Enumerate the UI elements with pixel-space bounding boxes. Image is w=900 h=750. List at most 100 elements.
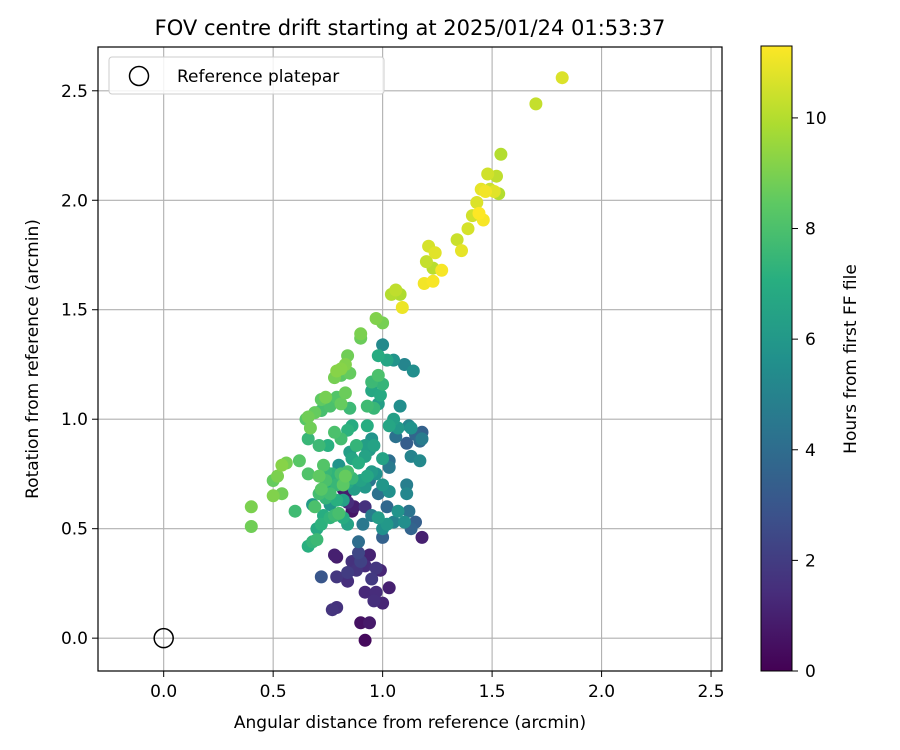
data-point <box>303 421 317 435</box>
legend-marker <box>128 65 150 87</box>
data-point <box>406 364 420 378</box>
colorbar-gradient <box>760 45 793 672</box>
data-point <box>301 432 315 446</box>
data-point <box>312 469 326 483</box>
data-point <box>365 572 379 586</box>
data-point <box>317 458 330 472</box>
data-point <box>363 616 376 630</box>
legend: Reference platepar <box>108 56 385 95</box>
data-point <box>435 263 449 277</box>
data-point <box>395 301 409 314</box>
y-tick-label: 1.5 <box>61 301 88 321</box>
data-point <box>244 520 258 533</box>
data-point <box>275 458 289 472</box>
y-axis-label: Rotation from reference (arcmin) <box>23 219 43 499</box>
data-point <box>393 399 407 413</box>
data-point <box>400 436 414 450</box>
data-point <box>352 456 365 470</box>
data-point <box>481 167 495 181</box>
x-axis-label: Angular distance from reference (arcmin) <box>234 713 586 733</box>
colorbar-label: Hours from first FF file <box>841 264 861 454</box>
y-tick-label: 0.5 <box>61 520 88 540</box>
data-point <box>555 71 569 85</box>
data-point <box>314 482 328 496</box>
data-point <box>301 467 315 481</box>
data-point <box>428 246 442 260</box>
data-point <box>494 147 508 161</box>
data-point <box>376 338 390 352</box>
data-point <box>470 196 484 209</box>
data-point <box>373 388 387 402</box>
data-point <box>312 439 326 452</box>
data-point <box>352 535 365 549</box>
data-point <box>419 255 433 269</box>
data-point <box>380 500 394 514</box>
data-point <box>426 274 440 288</box>
data-point <box>341 566 355 579</box>
data-point <box>415 432 429 446</box>
data-point <box>319 390 333 404</box>
colorbar-tick-label: 0 <box>805 662 816 682</box>
colorbar-tick-label: 6 <box>805 330 816 350</box>
legend-label: Reference platepar <box>177 67 339 87</box>
data-point <box>450 233 464 247</box>
data-point <box>334 397 348 411</box>
legend-box <box>108 56 385 95</box>
data-point <box>328 548 341 562</box>
data-point <box>382 419 396 433</box>
data-point <box>398 515 411 529</box>
y-axis-ticks: 0.0 0.5 1.0 1.5 2.0 2.5 <box>61 82 98 649</box>
y-tick-label: 2.5 <box>61 82 88 102</box>
data-point <box>360 419 374 433</box>
x-tick-label: 1.0 <box>369 682 396 702</box>
data-point <box>367 594 381 608</box>
data-point <box>529 97 543 111</box>
data-point <box>330 364 344 378</box>
data-point <box>367 439 381 452</box>
data-point <box>338 386 352 400</box>
data-point <box>415 530 429 544</box>
data-point <box>404 421 418 435</box>
data-point <box>244 500 258 514</box>
plot-frame <box>97 46 723 672</box>
data-point <box>479 185 492 198</box>
data-point <box>266 489 280 503</box>
data-point <box>338 469 352 483</box>
data-point <box>376 452 390 466</box>
data-point <box>310 533 324 547</box>
colorbar-tick-label: 10 <box>805 109 827 129</box>
data-point <box>328 425 341 439</box>
data-point <box>352 546 365 560</box>
x-tick-label: 2.0 <box>588 682 615 702</box>
data-point <box>413 454 427 468</box>
colorbar-tick-label: 8 <box>805 220 816 240</box>
x-tick-label: 0.5 <box>260 682 287 702</box>
data-points <box>244 71 569 647</box>
data-point <box>391 504 405 518</box>
chart-title: FOV centre drift starting at 2025/01/24 … <box>155 16 666 40</box>
data-point <box>371 368 385 382</box>
data-point <box>382 581 396 595</box>
data-point <box>455 244 468 258</box>
data-point <box>360 469 374 483</box>
colorbar: 0 2 4 6 8 10 Hours from first FF file <box>760 45 861 682</box>
data-point <box>325 603 339 617</box>
data-point <box>314 570 328 584</box>
data-point <box>292 454 306 468</box>
data-point <box>308 500 322 514</box>
data-point <box>376 478 390 492</box>
reference-point-marker <box>153 627 174 649</box>
data-point <box>301 410 315 424</box>
data-point <box>402 504 416 518</box>
data-point <box>371 511 385 525</box>
x-axis-ticks: 0.0 0.5 1.0 1.5 2.0 2.5 <box>150 671 725 702</box>
data-point <box>271 469 284 483</box>
colorbar-tick-label: 4 <box>805 441 816 461</box>
x-tick-label: 2.5 <box>698 682 725 702</box>
data-point <box>371 349 385 363</box>
y-tick-label: 2.0 <box>61 191 88 211</box>
data-point <box>369 312 383 325</box>
data-point <box>354 327 368 341</box>
data-point <box>400 487 414 501</box>
